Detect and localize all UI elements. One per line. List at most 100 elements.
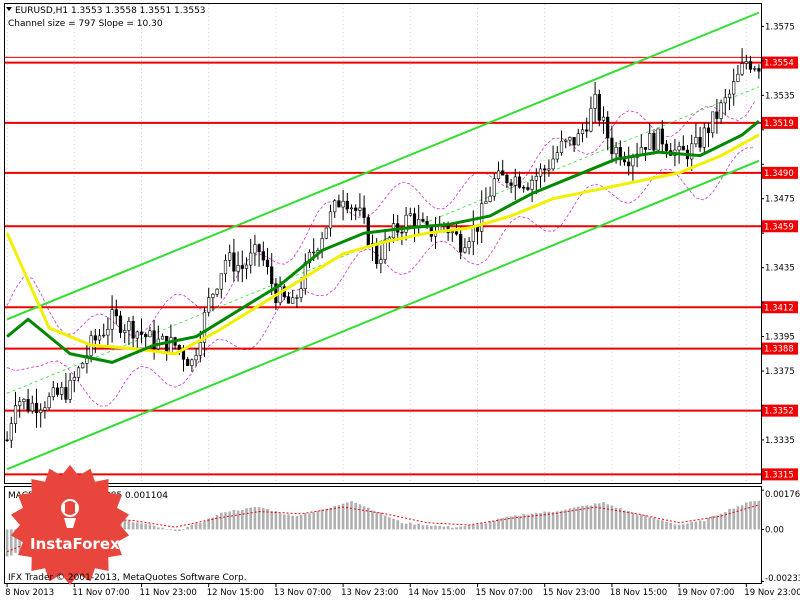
macd-bar xyxy=(144,523,147,530)
macd-bar xyxy=(497,518,500,530)
candle-body xyxy=(610,137,614,155)
macd-bar xyxy=(140,523,143,530)
candle-body xyxy=(496,170,501,180)
macd-bar xyxy=(253,507,257,530)
macd-bar xyxy=(320,509,324,530)
candle-body xyxy=(295,297,299,299)
candle-body xyxy=(643,147,648,150)
logo-emblem-icon xyxy=(61,499,79,528)
macd-bar xyxy=(745,502,748,530)
macd-bar xyxy=(451,527,454,530)
candle-body xyxy=(757,68,761,72)
upper-band xyxy=(6,101,756,337)
candle-body xyxy=(555,152,559,160)
macd-bar xyxy=(270,511,273,530)
macd-bar xyxy=(644,515,647,530)
logo-text: InstaForex xyxy=(30,535,120,553)
macd-bar xyxy=(337,505,341,530)
candle-body xyxy=(463,247,467,253)
level-label: 1.3490 xyxy=(764,169,794,179)
ma-yellow-line xyxy=(5,133,760,356)
candle-body xyxy=(404,214,408,233)
candle-body xyxy=(425,221,429,226)
candle-body xyxy=(47,396,51,409)
macd-bar xyxy=(199,523,202,530)
macd-bar xyxy=(564,509,567,530)
macd-bar xyxy=(480,523,483,530)
macd-bar xyxy=(715,515,719,530)
chart-menu-triangle-icon[interactable] xyxy=(6,7,12,11)
candle-body xyxy=(34,402,39,413)
candle-body xyxy=(631,157,635,167)
macd-bar xyxy=(682,524,685,530)
macd-bar xyxy=(211,517,215,530)
candle-body xyxy=(501,170,505,176)
channel-lower-line xyxy=(6,159,760,471)
candle-body xyxy=(589,108,593,132)
candle-body xyxy=(362,207,366,218)
x-tick-label: 11 Nov 07:00 xyxy=(72,588,129,598)
level-labels: 1.3554 1.3519 1.3490 1.3459 1.3412 1.3388 1.33… xyxy=(762,56,798,481)
macd-bar xyxy=(665,522,668,530)
candle-body xyxy=(459,233,463,253)
macd-bar xyxy=(186,526,189,530)
candle-body xyxy=(194,355,198,361)
candle-body xyxy=(421,218,425,222)
candle-body xyxy=(223,259,228,275)
macd-bar xyxy=(329,507,332,530)
moving-averages xyxy=(5,120,760,364)
macd-bar xyxy=(724,512,727,530)
candle-body xyxy=(358,207,362,211)
y-tick-label: 1.3575 xyxy=(765,22,795,32)
macd-bar xyxy=(484,523,488,530)
macd-bar xyxy=(232,509,236,530)
macd-bar xyxy=(472,524,475,530)
candle-body xyxy=(601,116,606,121)
macd-bar xyxy=(123,520,126,530)
macd-bar xyxy=(577,506,580,530)
candle-body xyxy=(564,139,568,142)
level-label: 1.3388 xyxy=(764,345,794,355)
candle-body xyxy=(492,178,496,197)
macd-bar xyxy=(661,520,664,530)
candle-body xyxy=(135,331,139,339)
candle-body xyxy=(148,330,152,338)
macd-bar xyxy=(249,507,252,530)
macd-bar xyxy=(677,524,681,530)
macd-bar xyxy=(379,512,383,530)
candle-body xyxy=(215,288,219,295)
x-tick-label: 15 Nov 07:00 xyxy=(476,588,533,598)
macd-bar xyxy=(518,515,521,530)
macd-bar xyxy=(467,525,471,530)
candle-body xyxy=(261,251,265,261)
candle-body xyxy=(639,147,643,155)
candle-body xyxy=(648,133,652,150)
candle-body xyxy=(513,176,517,186)
macd-bar xyxy=(417,523,420,530)
macd-bar xyxy=(602,502,605,530)
macd-bar xyxy=(589,505,593,530)
macd-bar xyxy=(10,529,13,556)
x-tick-label: 19 Nov 23:00 xyxy=(744,588,800,598)
candle-body xyxy=(517,176,522,188)
candle-body xyxy=(198,342,202,356)
macd-bar xyxy=(740,505,744,530)
candle-body xyxy=(627,161,631,167)
macd-bar xyxy=(295,516,299,530)
macd-bar xyxy=(228,511,231,530)
level-label: 1.3519 xyxy=(764,119,794,129)
macd-bar xyxy=(753,501,756,530)
candle-body xyxy=(593,94,597,109)
macd-bar xyxy=(278,513,282,530)
candle-body xyxy=(559,140,564,153)
candle-body xyxy=(51,387,55,398)
macd-bar xyxy=(362,506,366,530)
macd-bar xyxy=(392,518,395,530)
candle-body xyxy=(568,137,572,141)
x-tick-label: 18 Nov 15:00 xyxy=(610,588,667,598)
macd-bar xyxy=(400,523,404,530)
macd-tick-label: 0.00 xyxy=(765,525,784,535)
level-label-box xyxy=(762,342,798,355)
candle-body xyxy=(257,244,261,252)
